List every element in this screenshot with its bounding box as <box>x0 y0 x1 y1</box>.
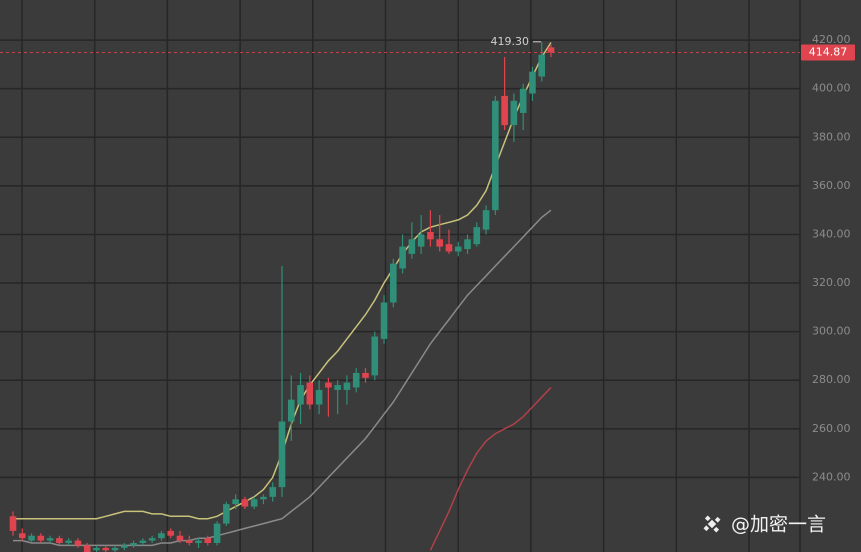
candle-body <box>325 382 332 388</box>
candle-body <box>223 504 230 524</box>
candle-body <box>399 246 406 269</box>
candle-body <box>83 545 91 552</box>
candle-body <box>278 421 286 488</box>
candle-body <box>436 239 443 247</box>
last-price-box <box>801 44 855 61</box>
candle-body <box>46 538 54 541</box>
y-tick-label: 280.00 <box>812 373 851 386</box>
candle-body <box>121 545 128 548</box>
candle-body <box>427 232 434 240</box>
y-tick-label: 360.00 <box>812 179 851 192</box>
candle-body <box>510 100 518 126</box>
watermark: @加密一言 <box>703 514 826 536</box>
candle-body <box>454 246 462 252</box>
y-tick-label: 380.00 <box>812 130 851 143</box>
candle-body <box>9 516 17 531</box>
candle-body <box>306 382 314 405</box>
candle-body <box>482 210 490 230</box>
candle-body <box>287 399 295 422</box>
candle-body <box>390 263 397 303</box>
candle-body <box>37 535 45 541</box>
y-tick-label: 420.00 <box>812 33 851 46</box>
candle-body <box>111 547 119 551</box>
candle-body <box>315 389 323 405</box>
candle-body <box>204 538 212 544</box>
candle-body <box>269 487 277 497</box>
candle-body <box>65 540 72 544</box>
candle-body <box>362 372 369 378</box>
candle-body <box>148 538 156 541</box>
candle-body <box>167 530 174 536</box>
moving-average <box>13 209 552 547</box>
watermark-text: @加密一言 <box>731 514 826 536</box>
candle-body <box>130 543 137 546</box>
candle-body <box>417 234 425 247</box>
candle-body <box>352 372 360 388</box>
candle-body <box>213 523 221 544</box>
candle-body <box>185 540 193 544</box>
candle-body <box>232 499 239 505</box>
y-tick-label: 320.00 <box>812 276 851 289</box>
candle-body <box>241 499 249 507</box>
moving-average <box>429 386 552 551</box>
y-tick-label: 400.00 <box>812 82 851 95</box>
candle-body <box>492 100 499 211</box>
candle-body <box>93 547 100 551</box>
candle-body <box>445 244 453 252</box>
y-tick-label: 340.00 <box>812 227 851 240</box>
candle-body <box>176 535 184 541</box>
y-tick-label: 240.00 <box>812 470 851 483</box>
candle-body <box>74 540 82 546</box>
max-price-label: 419.30 <box>491 35 530 48</box>
candle-body <box>408 239 416 254</box>
candle-body <box>250 499 258 507</box>
candle-body <box>334 385 341 390</box>
candle-body <box>547 47 555 53</box>
candle-body <box>380 302 388 339</box>
candle-body <box>195 540 202 544</box>
candle-body <box>139 540 147 544</box>
candle-body <box>158 533 165 539</box>
candle-body <box>464 239 471 250</box>
candle-body <box>343 382 351 390</box>
candle-body <box>473 227 481 245</box>
plot: 414.87 419.30 <box>0 35 855 552</box>
candle-body <box>102 547 110 551</box>
candle-body <box>28 535 35 541</box>
candle-body <box>519 88 527 113</box>
y-tick-label: 260.00 <box>812 422 851 435</box>
candle-body <box>297 385 304 405</box>
candle-body <box>501 95 508 126</box>
candle-body <box>56 538 63 544</box>
candle-body <box>18 533 26 539</box>
y-tick-label: 300.00 <box>812 325 851 338</box>
candle-body <box>260 496 267 500</box>
last-price-label: 414.87 <box>809 46 848 59</box>
candle-body <box>529 71 536 94</box>
candle-body <box>538 54 546 77</box>
candle-body <box>371 336 379 376</box>
